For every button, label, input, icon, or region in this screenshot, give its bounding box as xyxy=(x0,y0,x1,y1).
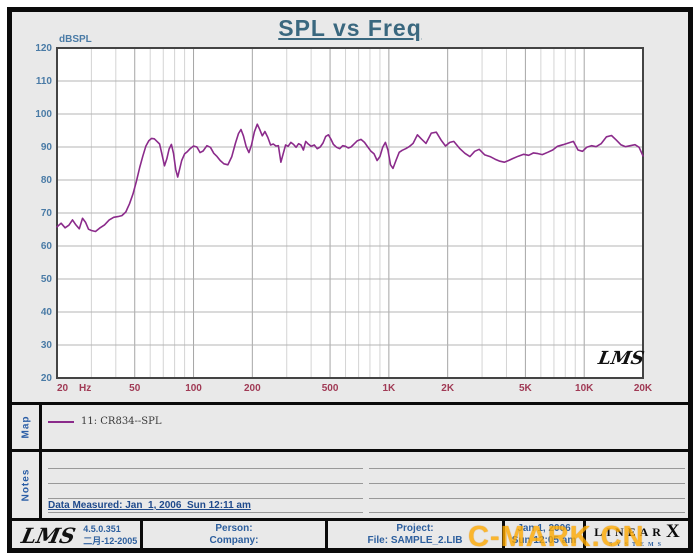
spl-freq-plot: 120 110 100 90 80 70 60 50 40 30 20 dBSPL 20 Hz 50 100 2… xyxy=(35,34,653,394)
y-tick-label: 110 xyxy=(36,76,53,87)
lms-script-logo-footer: LMS xyxy=(19,522,78,548)
y-tick-label: 30 xyxy=(41,340,53,351)
legend-swatch xyxy=(48,420,74,423)
x-tick-label: 100 xyxy=(185,383,202,394)
x-tick-label: 500 xyxy=(322,383,339,394)
y-tick-label: 20 xyxy=(41,373,53,384)
x-tick-label: 5K xyxy=(519,383,533,394)
status-footer: LMS 4.5.0.351 二月-12-2005 Person: Company… xyxy=(12,518,688,549)
x-tick-label: 20K xyxy=(634,383,653,394)
page-title: SPL vs Freq xyxy=(278,15,422,41)
y-tick-label: 80 xyxy=(41,175,53,186)
y-axis-title: dBSPL xyxy=(59,34,92,45)
y-tick-label: 90 xyxy=(41,142,53,153)
map-panel: Map 11: CR834--SPL xyxy=(12,402,688,449)
project-label: Project: xyxy=(396,523,434,534)
footer-project-cell: Project: File: SAMPLE_2.LIB xyxy=(325,521,502,549)
spl-curve xyxy=(56,123,644,233)
x-tick-label: 10K xyxy=(575,383,594,394)
legend-item: 11: CR834--SPL xyxy=(48,416,162,427)
spl-chart: 120 110 100 90 80 70 60 50 40 30 20 dBSPL 20 Hz 50 100 2… xyxy=(12,12,688,402)
notes-panel: Notes Data Measured: Jan 1, 2006 Sun 12:… xyxy=(12,449,688,518)
notes-panel-body: Data Measured: Jan 1, 2006 Sun 12:11 am xyxy=(42,452,688,518)
plot-frame xyxy=(56,47,644,379)
footer-person-cell: Person: Company: xyxy=(140,521,325,549)
footer-date: Jan 1, 2006 xyxy=(517,523,571,534)
footer-brand-cell: LINEAR X SYSTEMS xyxy=(583,521,688,549)
y-tick-label: 50 xyxy=(41,274,53,285)
footer-version-block: 4.5.0.351 二月-12-2005 xyxy=(83,523,137,547)
notes-rule-line xyxy=(369,468,685,469)
notes-section-label: Notes xyxy=(20,468,31,502)
notes-rule-line xyxy=(48,512,363,513)
x-tick-label: 200 xyxy=(244,383,261,394)
map-panel-body: 11: CR834--SPL xyxy=(42,405,688,449)
lms-script-logo-plot: LMS xyxy=(596,348,646,369)
notes-rule-line xyxy=(369,512,685,513)
footer-date-cell: Jan 1, 2006 Sun 12:05 am xyxy=(502,521,583,549)
x-axis-unit: Hz xyxy=(79,383,91,394)
report-frame: SPL vs Freq 120 110 100 90 80 70 60 50 40 30 20 dBS… xyxy=(7,7,693,553)
person-label: Person: xyxy=(215,523,253,534)
linearx-systems-text: SYSTEMS xyxy=(608,542,665,548)
legend-label: 11: CR834--SPL xyxy=(81,416,162,427)
notes-rule-line xyxy=(48,468,363,469)
y-tick-label: 40 xyxy=(41,307,53,318)
notes-section-tab: Notes xyxy=(12,452,42,518)
app-version: 4.5.0.351 xyxy=(83,524,121,534)
y-tick-label: 100 xyxy=(35,109,52,120)
y-tick-label: 60 xyxy=(41,241,53,252)
notes-rule-line xyxy=(369,498,685,499)
linearx-logo-text: LINEAR xyxy=(594,524,665,539)
x-tick-label: 2K xyxy=(441,383,455,394)
file-label: File: SAMPLE_2.LIB xyxy=(367,535,463,546)
notes-rule-line xyxy=(48,498,363,499)
footer-version-cell: LMS 4.5.0.351 二月-12-2005 xyxy=(12,521,140,549)
y-tick-label: 120 xyxy=(35,43,52,54)
notes-rule-line xyxy=(369,483,685,484)
data-measured-note: Data Measured: Jan 1, 2006 Sun 12:11 am xyxy=(48,500,251,511)
app-version-date: 二月-12-2005 xyxy=(83,536,138,546)
map-section-tab: Map xyxy=(12,405,42,449)
x-tick-label: 20 xyxy=(57,383,69,394)
company-label: Company: xyxy=(209,535,259,546)
x-tick-label: 50 xyxy=(129,383,141,394)
linearx-logo: LINEAR X SYSTEMS xyxy=(586,521,688,549)
x-tick-label: 1K xyxy=(382,383,396,394)
notes-rule-line xyxy=(48,483,363,484)
map-section-label: Map xyxy=(20,415,31,439)
y-tick-label: 70 xyxy=(41,208,53,219)
footer-time: Sun 12:05 am xyxy=(511,535,577,546)
linearx-logo-x: X xyxy=(665,521,680,542)
